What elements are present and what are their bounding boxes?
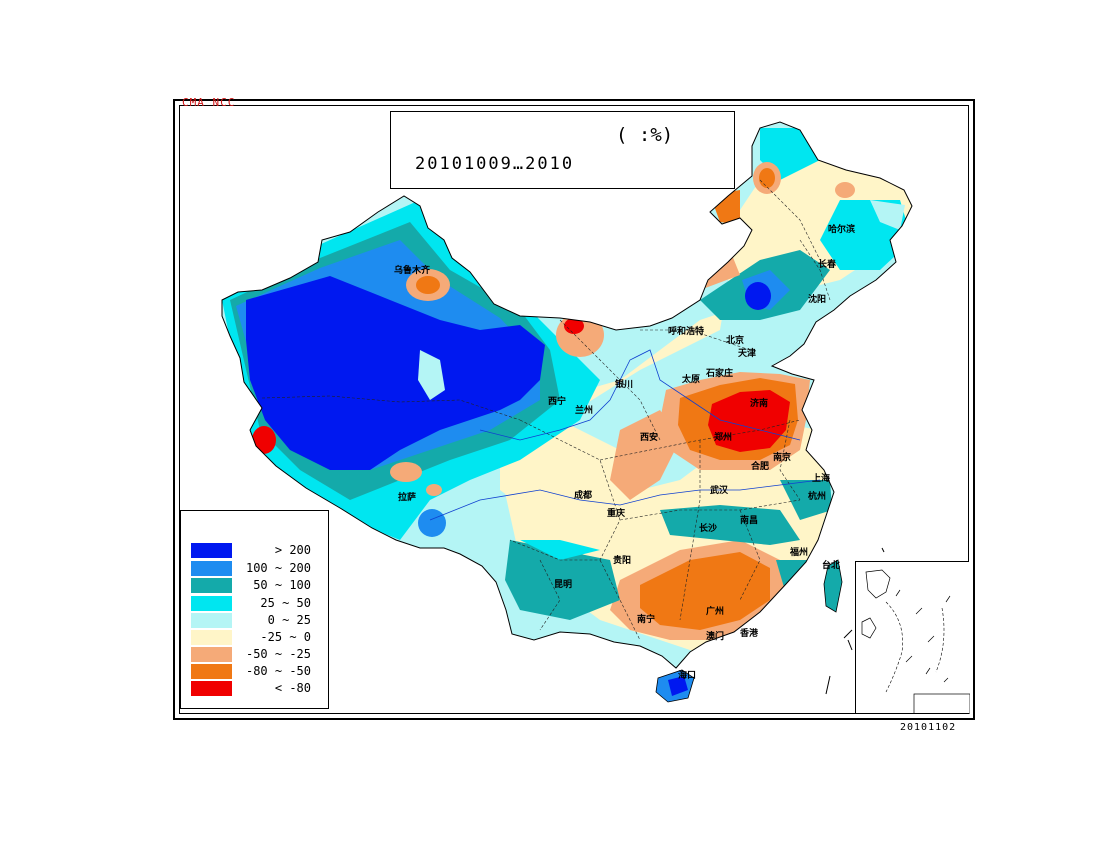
city-label: 西安 xyxy=(640,433,659,443)
legend: > 200 100 ~ 200 50 ~ 100 25 ~ 50 0 ~ 25 … xyxy=(180,510,329,709)
legend-label: < -80 xyxy=(274,681,311,695)
legend-row: < -80 xyxy=(191,681,321,696)
city-label: 呼和浩特 xyxy=(668,327,705,337)
city-label: 台北 xyxy=(822,561,841,571)
legend-label: -25 ~ 0 xyxy=(260,630,311,644)
city-label: 哈尔滨 xyxy=(828,225,856,235)
city-label: 昆明 xyxy=(554,580,573,590)
legend-swatch xyxy=(191,647,232,662)
legend-swatch xyxy=(191,630,232,645)
title-box: ( :%) 20101009…2010 xyxy=(390,111,735,189)
legend-label: -50 ~ -25 xyxy=(245,647,311,661)
city-label: 南宁 xyxy=(637,615,656,625)
city-label: 南昌 xyxy=(740,516,759,526)
city-label: 海口 xyxy=(678,671,697,681)
city-label: 天津 xyxy=(738,349,757,359)
legend-label: 50 ~ 100 xyxy=(253,578,311,592)
city-label: 重庆 xyxy=(607,509,626,519)
city-label: 香港 xyxy=(740,629,759,639)
inner-frame xyxy=(179,105,969,714)
city-label: 广州 xyxy=(706,607,725,617)
city-label: 上海 xyxy=(812,474,831,484)
island-marks xyxy=(825,547,885,695)
city-label: 福州 xyxy=(790,548,809,558)
city-label: 北京 xyxy=(726,336,745,346)
agency-label: CMA NCC xyxy=(182,96,236,109)
city-label: 银川 xyxy=(615,380,634,390)
inset-map xyxy=(861,569,971,715)
legend-row: 100 ~ 200 xyxy=(191,561,321,576)
city-label: 合肥 xyxy=(751,462,770,472)
title-unit: ( :%) xyxy=(616,124,674,146)
legend-swatch xyxy=(191,543,232,558)
city-label: 太原 xyxy=(682,375,701,385)
city-label: 沈阳 xyxy=(808,295,827,305)
legend-row: -80 ~ -50 xyxy=(191,664,321,679)
legend-label: > 200 xyxy=(274,543,311,557)
legend-swatch xyxy=(191,561,232,576)
legend-row: 0 ~ 25 xyxy=(191,613,321,628)
city-label: 济南 xyxy=(750,399,769,409)
city-label: 南京 xyxy=(773,453,792,463)
legend-swatch xyxy=(191,664,232,679)
legend-row: > 200 xyxy=(191,543,321,558)
legend-label: 100 ~ 200 xyxy=(245,561,311,575)
rivers xyxy=(429,349,821,521)
legend-row: -50 ~ -25 xyxy=(191,647,321,662)
legend-row: 50 ~ 100 xyxy=(191,578,321,593)
south-china-sea-inset xyxy=(855,561,971,715)
province-boundaries xyxy=(261,179,831,641)
legend-label: 25 ~ 50 xyxy=(260,596,311,610)
city-label: 西宁 xyxy=(548,397,567,407)
legend-row: 25 ~ 50 xyxy=(191,596,321,611)
city-label: 杭州 xyxy=(808,492,827,502)
city-label: 成都 xyxy=(574,491,593,501)
legend-label: -80 ~ -50 xyxy=(245,664,311,678)
taiwan-island xyxy=(823,559,843,613)
city-label: 武汉 xyxy=(710,486,729,496)
legend-row: -25 ~ 0 xyxy=(191,630,321,645)
city-label: 拉萨 xyxy=(398,493,417,503)
city-label: 兰州 xyxy=(575,406,594,416)
legend-swatch xyxy=(191,596,232,611)
legend-swatch xyxy=(191,681,232,696)
city-label: 石家庄 xyxy=(706,369,734,379)
city-label: 郑州 xyxy=(714,433,733,443)
city-label: 长沙 xyxy=(699,524,718,534)
city-label: 乌鲁木齐 xyxy=(394,266,431,276)
legend-swatch xyxy=(191,578,232,593)
date-stamp: 20101102 xyxy=(900,722,957,733)
legend-swatch xyxy=(191,613,232,628)
city-label: 长春 xyxy=(818,260,837,270)
title-period: 20101009…2010 xyxy=(415,154,575,174)
outer-frame xyxy=(173,99,975,720)
city-label: 澳门 xyxy=(706,632,725,642)
legend-label: 0 ~ 25 xyxy=(267,613,311,627)
city-label: 贵阳 xyxy=(613,556,632,566)
